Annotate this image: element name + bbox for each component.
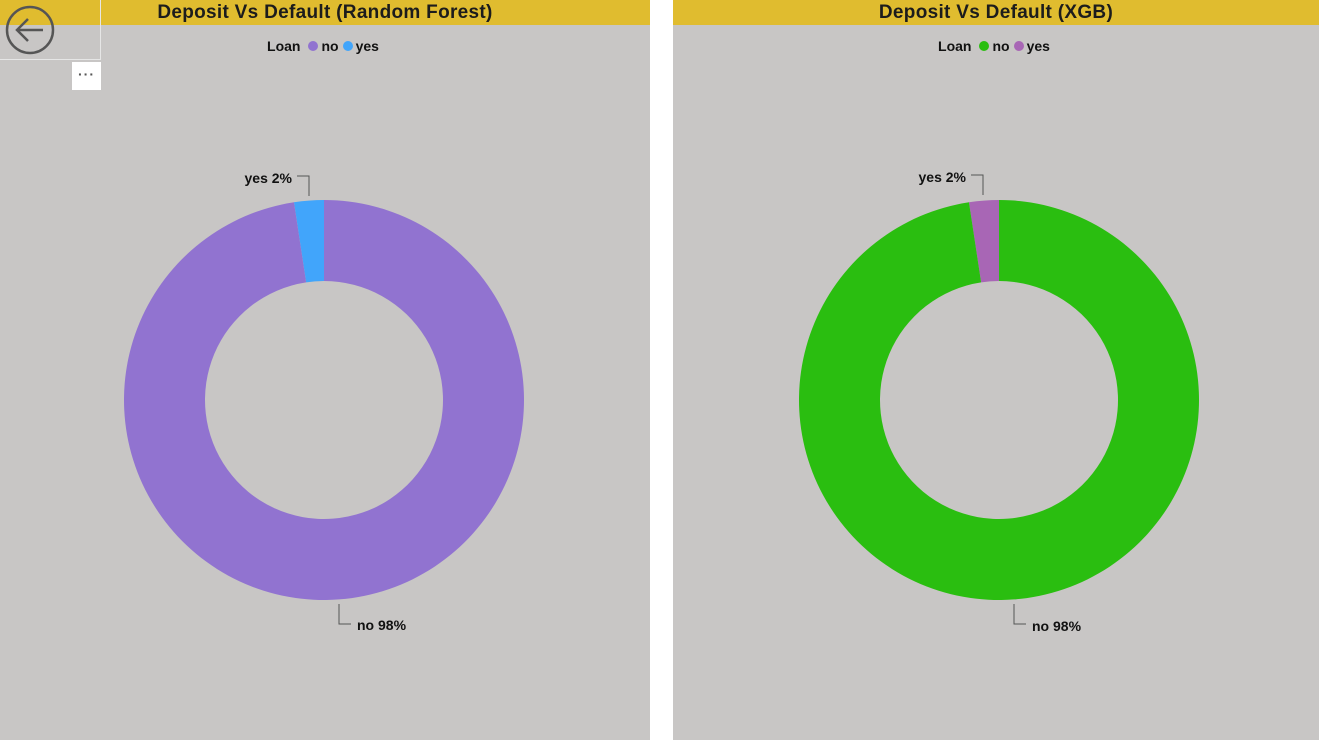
chart-title: Deposit Vs Default (XGB) (673, 0, 1319, 25)
more-options-button[interactable]: ··· (72, 62, 101, 90)
leader-line-no (338, 604, 351, 625)
chart-legend: Loan no yes (673, 37, 1319, 55)
back-arrow-icon (5, 5, 55, 55)
donut-slice-yes[interactable] (968, 200, 999, 283)
data-label-no: no 98% (357, 617, 407, 633)
chart-panel-xgb: Deposit Vs Default (XGB) Loan no yes yes… (673, 0, 1319, 740)
data-label-no: no 98% (1032, 618, 1082, 634)
donut-chart-random-forest: yes 2% no 98% (124, 170, 525, 633)
legend-label: yes (355, 38, 379, 54)
donut-chart-xgb: yes 2% no 98% (799, 169, 1199, 634)
legend-item-no[interactable]: no (979, 38, 1010, 54)
data-label-yes: yes 2% (245, 170, 293, 186)
legend-label: no (992, 38, 1010, 54)
legend-title: Loan (938, 38, 972, 54)
chart-panel-random-forest: Deposit Vs Default (Random Forest) Loan … (0, 0, 650, 740)
legend-item-yes[interactable]: yes (1013, 38, 1050, 54)
data-label-yes: yes 2% (919, 169, 967, 185)
donut-slice-yes[interactable] (293, 200, 324, 283)
legend-dot-icon (1013, 41, 1024, 51)
legend-label: no (321, 38, 339, 54)
legend-item-yes[interactable]: yes (342, 38, 379, 54)
chart-legend: Loan no yes (0, 37, 650, 55)
legend-title: Loan (267, 38, 301, 54)
donut-slice-no[interactable] (124, 200, 525, 600)
legend-dot-icon (979, 41, 990, 51)
leader-line-yes (971, 174, 984, 195)
back-button[interactable] (0, 0, 101, 60)
leader-line-no (1013, 604, 1026, 625)
legend-dot-icon (308, 41, 319, 51)
donut-slice-no[interactable] (799, 200, 1199, 600)
legend-item-no[interactable]: no (308, 38, 339, 54)
chart-title: Deposit Vs Default (Random Forest) (0, 0, 650, 25)
legend-dot-icon (342, 41, 353, 51)
leader-line-yes (297, 175, 310, 196)
legend-label: yes (1026, 38, 1050, 54)
